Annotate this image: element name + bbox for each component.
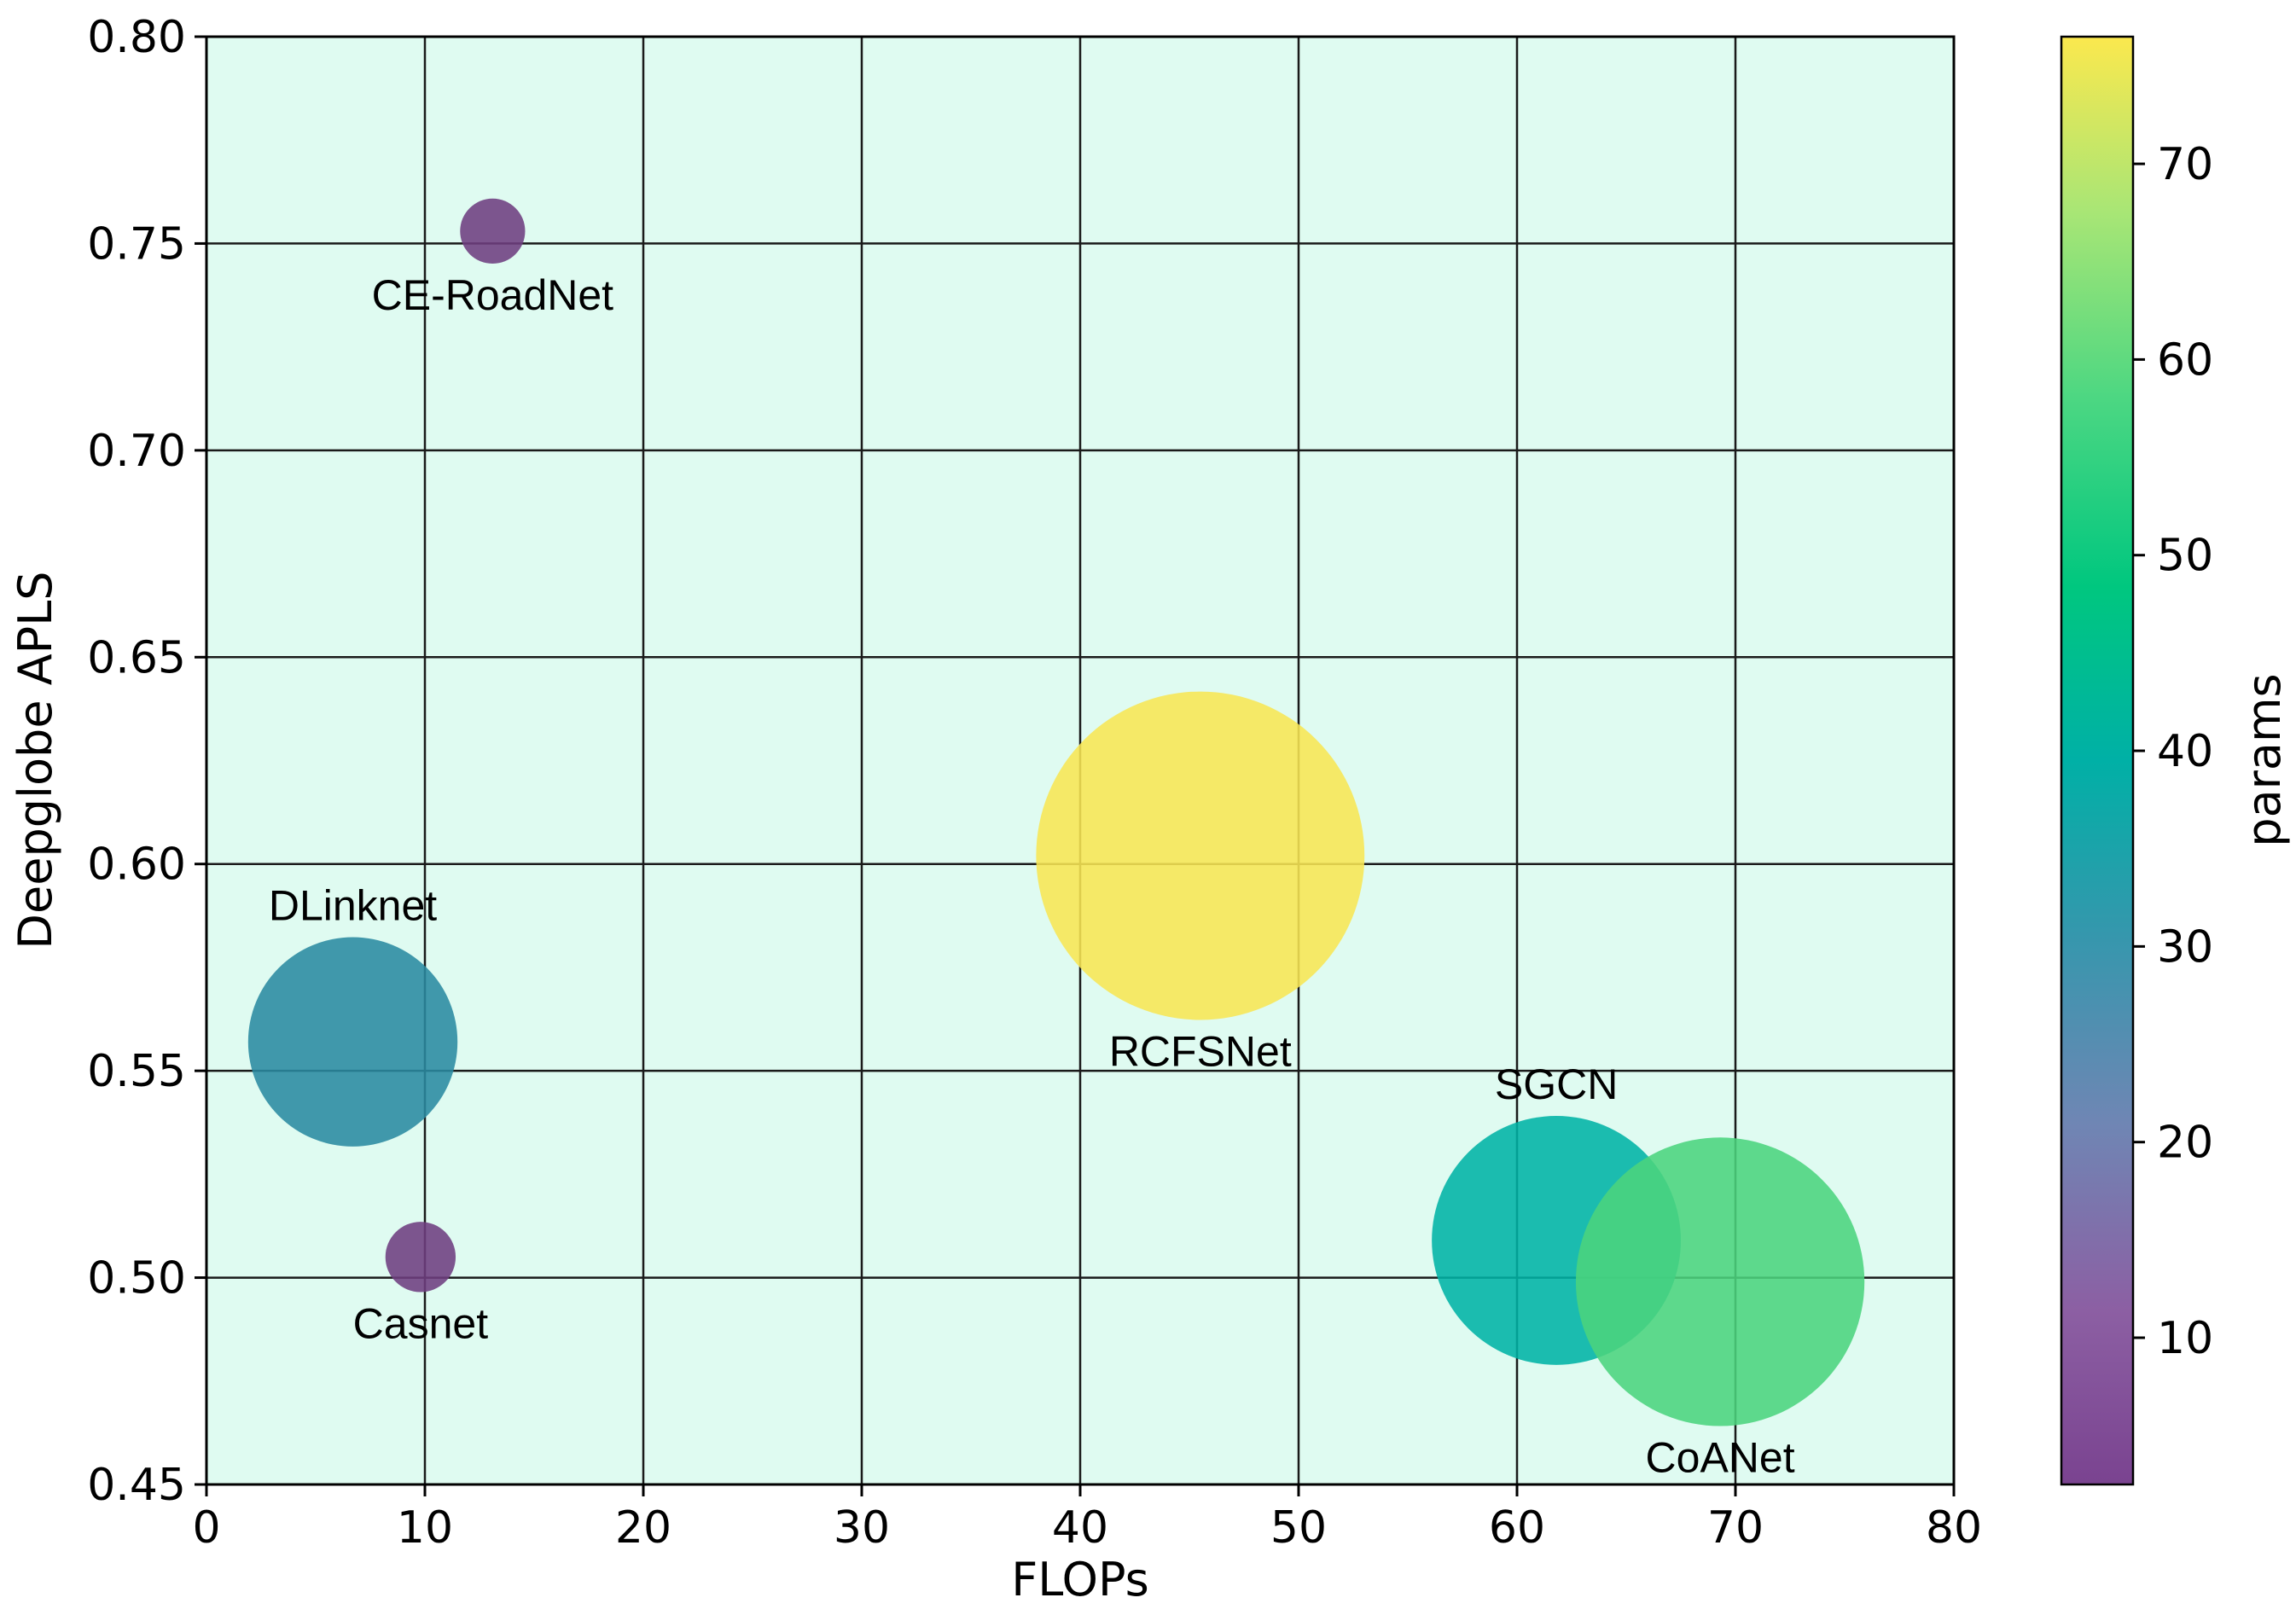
x-tick-label: 60 (1489, 1502, 1545, 1554)
bubble-label: Casnet (353, 1299, 489, 1347)
bubble-casnet (385, 1222, 456, 1293)
x-tick-label: 30 (834, 1502, 890, 1554)
axis-ticks: 0 10 20 30 40 50 60 70 80 0.45 0.50 0.55 0.60 0.65 0.7… (87, 12, 1982, 1554)
x-tick-label: 70 (1707, 1502, 1764, 1554)
x-tick-label: 10 (397, 1502, 453, 1554)
colorbar-tick-label: 50 (2157, 531, 2213, 582)
bubble-label: CoANet (1646, 1434, 1795, 1482)
y-tick-label: 0.65 (87, 632, 186, 683)
y-tick-label: 0.80 (87, 12, 186, 63)
colorbar-tick-label: 30 (2157, 921, 2213, 973)
y-tick-label: 0.70 (87, 426, 186, 477)
colorbar-tick-label: 10 (2157, 1313, 2213, 1364)
y-tick-label: 0.50 (87, 1253, 186, 1304)
colorbar-label: params (2237, 673, 2291, 846)
bubble-label: RCFSNet (1109, 1027, 1292, 1075)
bubble-labels: CE-RoadNet DLinknet Casnet RCFSNet SGCN CoANe… (269, 271, 1795, 1482)
y-tick-label: 0.55 (87, 1046, 186, 1097)
x-tick-label: 50 (1270, 1502, 1327, 1554)
x-tick-label: 20 (615, 1502, 671, 1554)
colorbar-tick-label: 20 (2157, 1118, 2213, 1169)
colorbar (2060, 35, 2135, 1486)
y-tick-label: 0.60 (87, 839, 186, 891)
bubble-dlinknet (247, 937, 458, 1147)
colorbar-tick-label: 40 (2157, 726, 2213, 777)
bubble-layer (247, 198, 1865, 1426)
x-tick-label: 0 (192, 1502, 220, 1554)
y-axis-label: Deepglobe APLS (9, 571, 62, 949)
bubble-label: SGCN (1495, 1060, 1618, 1108)
y-tick-label: 0.75 (87, 218, 186, 270)
y-tick-label: 0.45 (87, 1460, 186, 1511)
x-tick-label: 40 (1052, 1502, 1108, 1554)
bubble-label: DLinknet (269, 882, 437, 930)
colorbar-tick-label: 60 (2157, 334, 2213, 386)
colorbar-tick-label: 70 (2157, 139, 2213, 190)
bubble-rcfsnet (1036, 691, 1365, 1020)
bubble-label: CE-RoadNet (372, 271, 614, 319)
colorbar-ticks: 10 20 30 40 50 60 70 (2133, 139, 2213, 1364)
bubble-ce-roadnet (460, 198, 526, 264)
x-tick-label: 80 (1926, 1502, 1982, 1554)
bubble-coanet (1575, 1137, 1865, 1426)
x-axis-label: FLOPs (1011, 1553, 1148, 1606)
